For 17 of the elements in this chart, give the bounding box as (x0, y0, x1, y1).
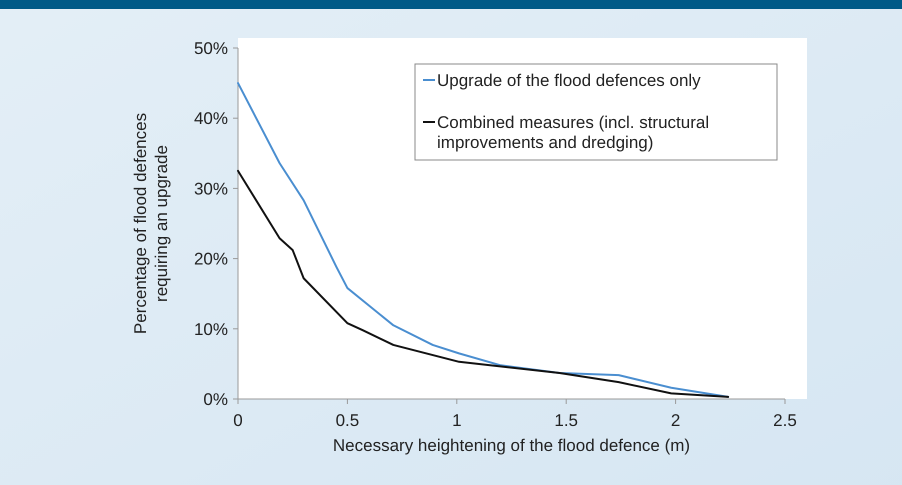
x-tick-label: 0 (233, 411, 243, 430)
x-tick-label: 0.5 (336, 411, 360, 430)
y-tick-label: 50% (194, 38, 228, 58)
y-tick-label: 20% (194, 250, 228, 269)
line-series (237, 170, 730, 398)
x-tick-label: 2 (670, 411, 680, 430)
y-tick-label: 30% (194, 179, 228, 198)
x-axis-title: Necessary heightening of the flood defence (m) (332, 436, 690, 455)
x-tick-label: 2.5 (773, 411, 797, 430)
y-axis-title: Percentage of flood defences requiring an upgrade (131, 112, 171, 334)
legend-label: Upgrade of the flood defences only (437, 71, 702, 90)
x-tick-label: 1.5 (554, 411, 578, 430)
legend-label: Combined measures (incl. structural improvements and dredging) (437, 113, 710, 152)
x-tick-label: 1 (452, 411, 462, 430)
y-tick-label: 10% (194, 320, 228, 339)
y-tick-label: 40% (194, 109, 228, 128)
y-tick-label: 0% (203, 390, 228, 409)
